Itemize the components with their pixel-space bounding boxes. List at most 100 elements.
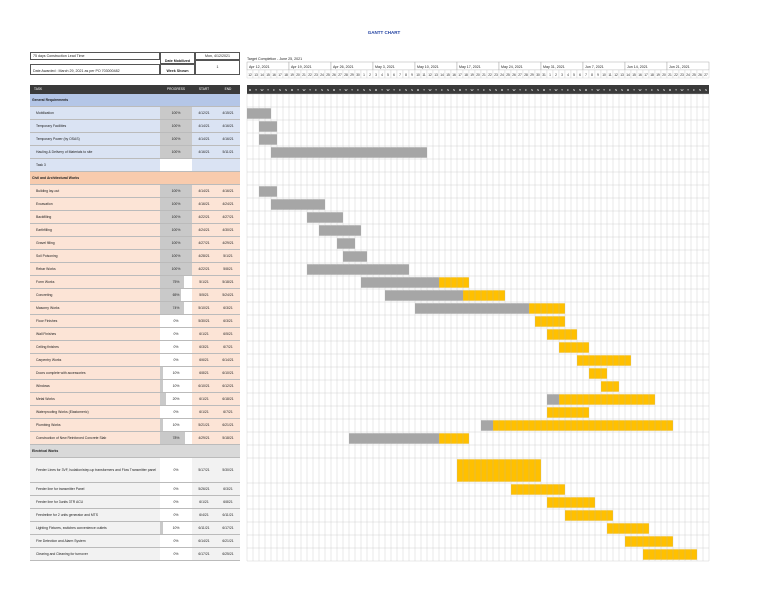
end-date[interactable]: 6/10/21 xyxy=(222,371,234,375)
date-mobilized-value[interactable]: Mon, 4/12/2021 xyxy=(195,52,240,60)
task-row[interactable]: Feedreline for 2 units generator and MTS… xyxy=(30,509,240,522)
task-row[interactable]: Temporary Facilities 100% 4/14/21 4/16/21 xyxy=(30,120,240,133)
task-row[interactable]: Doors complete with accessories 10% 6/8/21… xyxy=(30,367,240,380)
task-row[interactable]: Building lay-out 100% 4/14/21 4/16/21 xyxy=(30,185,240,198)
progress-cell[interactable]: 100% xyxy=(160,198,192,210)
task-row[interactable]: Clearing and Cleaning for turnover 0% 6/17… xyxy=(30,548,240,561)
progress-cell[interactable]: 100% xyxy=(160,107,192,119)
start-date[interactable]: 4/29/21 xyxy=(198,436,210,440)
section-row[interactable]: General Requirements xyxy=(30,94,240,107)
start-date[interactable]: 5/5/21 xyxy=(199,293,209,297)
end-date[interactable]: 5/18/21 xyxy=(222,436,234,440)
progress-cell[interactable]: 100% xyxy=(160,224,192,236)
end-date[interactable]: 6/11/21 xyxy=(222,513,234,517)
start-date[interactable]: 4/14/21 xyxy=(198,189,210,193)
start-date[interactable]: 4/22/21 xyxy=(198,267,210,271)
progress-cell[interactable]: 10% xyxy=(160,367,192,379)
task-row[interactable]: Feeder line for transmitter Panel 0% 5/26/… xyxy=(30,483,240,496)
task-row[interactable]: Excavation 100% 4/16/21 4/24/21 xyxy=(30,198,240,211)
end-date[interactable]: 6/3/21 xyxy=(223,487,233,491)
task-row[interactable]: Waterproofing Works (Elastomeric) 0% 6/1/2… xyxy=(30,406,240,419)
end-date[interactable]: 6/25/21 xyxy=(222,552,234,556)
end-date[interactable]: 4/27/21 xyxy=(222,215,234,219)
end-date[interactable]: 4/24/21 xyxy=(222,202,234,206)
progress-cell[interactable]: 74% xyxy=(160,302,192,314)
end-date[interactable]: 4/16/21 xyxy=(222,124,234,128)
section-row[interactable]: Civil and Architectural Works xyxy=(30,172,240,185)
progress-cell[interactable]: 0% xyxy=(160,406,192,418)
progress-cell[interactable]: 78% xyxy=(160,432,192,444)
progress-cell[interactable]: 75% xyxy=(160,276,192,288)
progress-cell[interactable]: 0% xyxy=(160,483,192,495)
progress-cell[interactable] xyxy=(160,159,192,171)
task-row[interactable]: Soil Poisoning 100% 4/28/21 5/1/21 xyxy=(30,250,240,263)
start-date[interactable]: 4/22/21 xyxy=(198,215,210,219)
start-date[interactable]: 4/28/21 xyxy=(198,254,210,258)
start-date[interactable]: 4/14/21 xyxy=(198,124,210,128)
start-date[interactable]: 5/30/21 xyxy=(198,319,210,323)
start-date[interactable]: 4/27/21 xyxy=(198,241,210,245)
end-date[interactable]: 5/11/21 xyxy=(222,150,234,154)
progress-cell[interactable]: 100% xyxy=(160,237,192,249)
progress-cell[interactable]: 0% xyxy=(160,328,192,340)
progress-cell[interactable]: 20% xyxy=(160,393,192,405)
task-row[interactable]: Hauling & Delivery of Materials to site 1… xyxy=(30,146,240,159)
end-date[interactable]: 4/16/21 xyxy=(222,137,234,141)
start-date[interactable]: 6/14/21 xyxy=(198,539,210,543)
progress-cell[interactable]: 100% xyxy=(160,185,192,197)
task-row[interactable]: Concreting 65% 5/5/21 5/24/21 xyxy=(30,289,240,302)
start-date[interactable]: 6/4/21 xyxy=(199,513,209,517)
end-date[interactable]: 6/7/21 xyxy=(223,345,233,349)
task-row[interactable]: Floor Finishes 0% 5/30/21 6/3/21 xyxy=(30,315,240,328)
progress-cell[interactable]: 100% xyxy=(160,250,192,262)
progress-cell[interactable]: 0% xyxy=(160,341,192,353)
progress-cell[interactable]: 100% xyxy=(160,120,192,132)
start-date[interactable]: 4/12/21 xyxy=(198,111,210,115)
start-date[interactable]: 5/26/21 xyxy=(198,487,210,491)
end-date[interactable]: 5/18/21 xyxy=(222,280,234,284)
end-date[interactable]: 4/30/21 xyxy=(222,228,234,232)
task-row[interactable]: Task 3 xyxy=(30,159,240,172)
progress-cell[interactable]: 10% xyxy=(160,380,192,392)
end-date[interactable]: 5/8/21 xyxy=(223,267,233,271)
end-date[interactable]: 6/12/21 xyxy=(222,384,234,388)
task-row[interactable]: Windows 10% 6/10/21 6/12/21 xyxy=(30,380,240,393)
end-date[interactable]: 6/3/21 xyxy=(223,319,233,323)
end-date[interactable]: 6/17/21 xyxy=(222,526,234,530)
start-date[interactable]: 6/1/21 xyxy=(199,500,209,504)
progress-cell[interactable]: 0% xyxy=(160,354,192,366)
task-row[interactable]: Backfilling 100% 4/22/21 4/27/21 xyxy=(30,211,240,224)
progress-cell[interactable]: 0% xyxy=(160,509,192,521)
task-row[interactable]: Form Works 75% 5/1/21 5/18/21 xyxy=(30,276,240,289)
task-row[interactable]: Feeder Lines for 3VF, Isolation/step-up … xyxy=(30,458,240,483)
task-row[interactable]: Temporary Power (by OSAS) 100% 4/14/21 4/16… xyxy=(30,133,240,146)
task-row[interactable]: Rebar Works 100% 4/22/21 5/8/21 xyxy=(30,263,240,276)
task-row[interactable]: Ceiling finishes 0% 6/3/21 6/7/21 xyxy=(30,341,240,354)
end-date[interactable]: 6/14/21 xyxy=(222,358,234,362)
task-row[interactable]: Mobilization 100% 4/12/21 4/15/21 xyxy=(30,107,240,120)
end-date[interactable]: 5/24/21 xyxy=(222,293,234,297)
progress-cell[interactable]: 100% xyxy=(160,263,192,275)
start-date[interactable]: 4/14/21 xyxy=(198,137,210,141)
start-date[interactable]: 4/24/21 xyxy=(198,228,210,232)
start-date[interactable]: 6/1/21 xyxy=(199,332,209,336)
start-date[interactable]: 6/8/21 xyxy=(199,371,209,375)
task-row[interactable]: Earthfilling 100% 4/24/21 4/30/21 xyxy=(30,224,240,237)
task-row[interactable]: Carpentry Works 0% 6/6/21 6/14/21 xyxy=(30,354,240,367)
progress-cell[interactable]: 0% xyxy=(160,315,192,327)
task-row[interactable]: Plumbing Works 10% 5/21/21 6/21/21 xyxy=(30,419,240,432)
progress-cell[interactable]: 100% xyxy=(160,133,192,145)
task-row[interactable]: Fire Detection and Alarm System 0% 6/14/21… xyxy=(30,535,240,548)
start-date[interactable]: 5/10/21 xyxy=(198,306,210,310)
start-date[interactable]: 5/17/21 xyxy=(198,468,210,472)
task-row[interactable]: Lighting Fixtures, switches convenience … xyxy=(30,522,240,535)
task-row[interactable]: Masonry Works 74% 5/10/21 6/3/21 xyxy=(30,302,240,315)
progress-cell[interactable]: 0% xyxy=(160,548,192,560)
task-row[interactable]: Construction of New Reinforced Concrete … xyxy=(30,432,240,445)
start-date[interactable]: 6/1/21 xyxy=(199,410,209,414)
end-date[interactable]: 6/21/21 xyxy=(222,539,234,543)
task-row[interactable]: Gravel filling 100% 4/27/21 4/29/21 xyxy=(30,237,240,250)
end-date[interactable]: 5/1/21 xyxy=(223,254,233,258)
start-date[interactable]: 6/10/21 xyxy=(198,384,210,388)
end-date[interactable]: 6/18/21 xyxy=(222,397,234,401)
